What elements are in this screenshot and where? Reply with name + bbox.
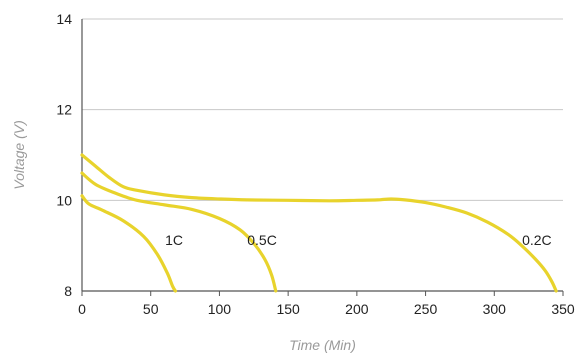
series-layer [80, 153, 558, 293]
axis-layer [81, 19, 564, 296]
series-label-1C: 1C [165, 232, 183, 248]
series-line-0.2C [80, 153, 558, 293]
y-tick-label-14: 14 [56, 11, 72, 27]
x-tick-label-250: 250 [414, 301, 438, 317]
y-axis-title: Voltage (V) [11, 120, 27, 190]
y-tick-label-10: 10 [56, 192, 72, 208]
series-label-0.5C: 0.5C [247, 232, 277, 248]
series-label-0.2C: 0.2C [522, 232, 552, 248]
x-tick-label-350: 350 [551, 301, 575, 317]
series-line-1C [80, 194, 178, 293]
x-axis-title: Time (Min) [289, 337, 356, 353]
series-line-0.5C [80, 171, 278, 293]
y-tick-label-8: 8 [64, 283, 72, 299]
x-tick-label-200: 200 [345, 301, 369, 317]
x-tick-label-0: 0 [78, 301, 86, 317]
x-tick-label-50: 50 [143, 301, 159, 317]
x-tick-label-150: 150 [276, 301, 300, 317]
label-layer: 8 10 12 14 0 50 100 150 200 250 300 350 1C 0.5C 0.2C [56, 11, 574, 317]
y-tick-label-12: 12 [56, 102, 72, 118]
x-tick-label-100: 100 [208, 301, 232, 317]
grid-layer [82, 18, 563, 201]
x-tick-label-300: 300 [483, 301, 507, 317]
